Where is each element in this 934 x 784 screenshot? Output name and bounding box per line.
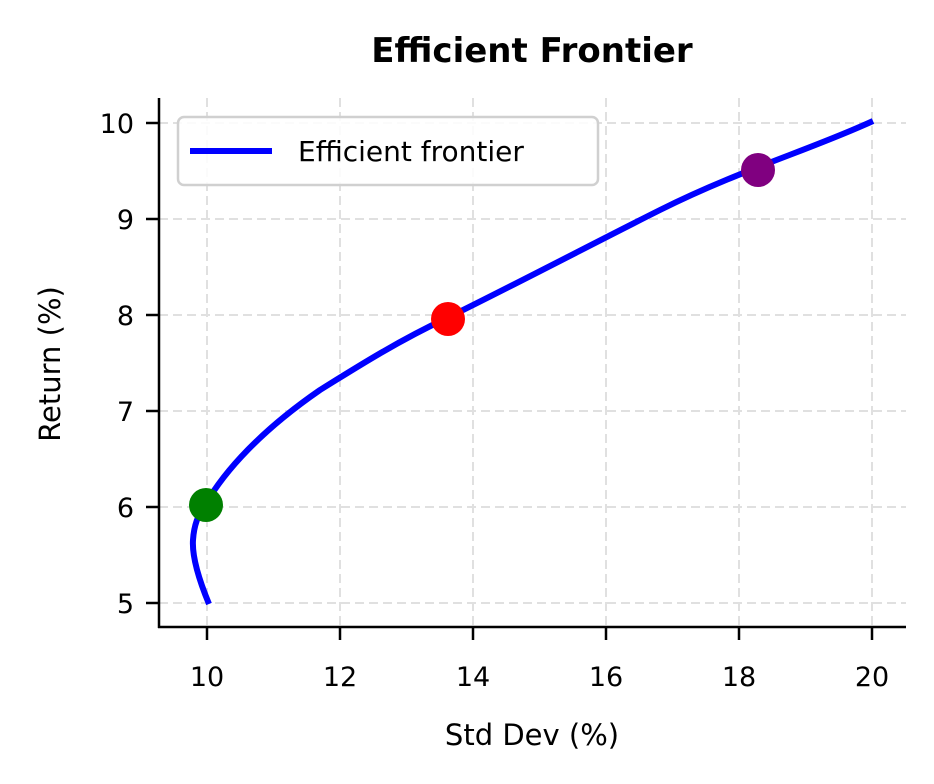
y-tick-label: 6 <box>117 493 134 524</box>
high-return-point <box>741 153 775 187</box>
min-variance-point <box>189 488 223 522</box>
x-tick-label: 20 <box>855 662 889 693</box>
legend: Efficient frontier <box>176 115 600 187</box>
x-tick-label: 18 <box>722 662 756 693</box>
tangency-point <box>431 302 465 336</box>
y-axis-label: Return (%) <box>33 286 67 442</box>
legend-label: Efficient frontier <box>298 135 524 168</box>
y-ticks <box>146 121 159 605</box>
y-tick-label: 9 <box>117 205 134 236</box>
efficient-frontier-line <box>189 118 875 606</box>
y-tick-label: 8 <box>117 301 134 332</box>
grid <box>159 98 906 627</box>
x-tick-label: 10 <box>190 662 224 693</box>
chart-title: Efficient Frontier <box>371 31 693 71</box>
x-tick-label: 16 <box>589 662 623 693</box>
x-ticks <box>205 627 874 640</box>
y-tick-label: 7 <box>117 397 134 428</box>
x-tick-label: 14 <box>456 662 490 693</box>
x-axis-label: Std Dev (%) <box>445 718 619 752</box>
y-tick-label: 5 <box>117 589 134 620</box>
y-tick-label: 10 <box>100 109 134 140</box>
x-tick-label: 12 <box>323 662 357 693</box>
